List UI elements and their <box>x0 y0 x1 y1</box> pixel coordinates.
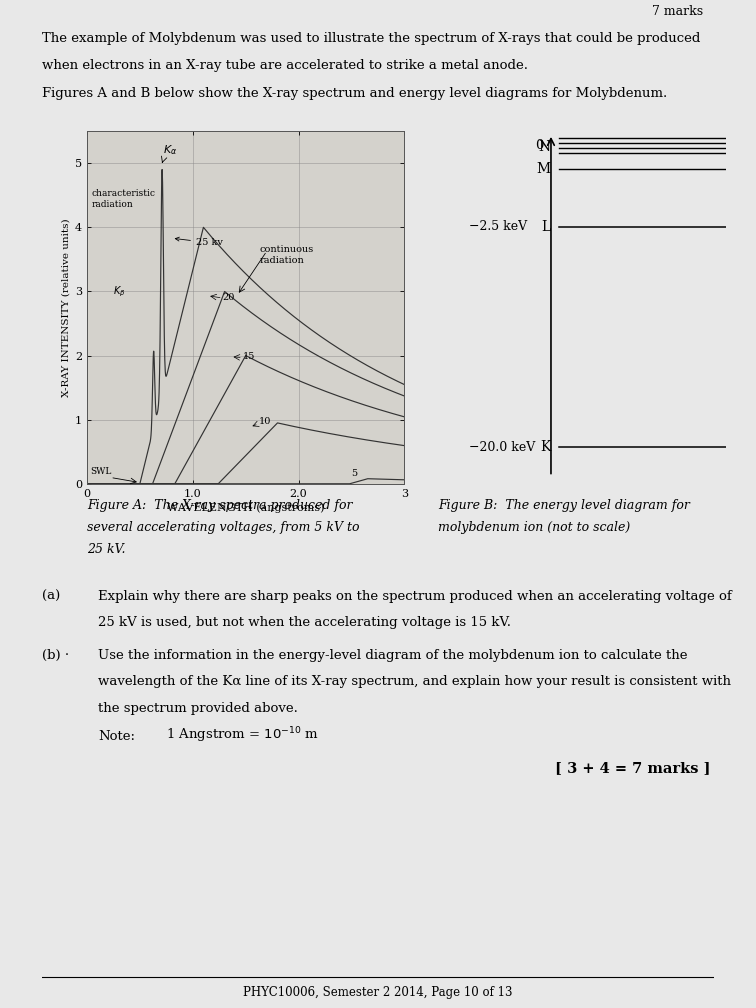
Text: the spectrum provided above.: the spectrum provided above. <box>98 702 298 715</box>
Text: Use the information in the energy-level diagram of the molybdenum ion to calcula: Use the information in the energy-level … <box>98 649 688 662</box>
Text: L: L <box>542 220 551 234</box>
Text: [ 3 + 4 = 7 marks ]: [ 3 + 4 = 7 marks ] <box>555 761 711 775</box>
Text: K: K <box>541 440 551 454</box>
Text: −20.0 keV: −20.0 keV <box>469 440 535 454</box>
Text: M: M <box>537 162 551 176</box>
Text: The example of Molybdenum was used to illustrate the spectrum of X-rays that cou: The example of Molybdenum was used to il… <box>42 32 700 45</box>
Text: Explain why there are sharp peaks on the spectrum produced when an accelerating : Explain why there are sharp peaks on the… <box>98 590 732 603</box>
Text: SWL: SWL <box>90 467 111 476</box>
Text: Note:: Note: <box>98 730 135 743</box>
Text: 10: 10 <box>259 417 271 426</box>
Text: 5: 5 <box>352 469 358 478</box>
Text: continuous
radiation: continuous radiation <box>259 245 314 265</box>
Text: Figure A:  The X-ray spectra produced for: Figure A: The X-ray spectra produced for <box>87 499 352 512</box>
Text: 0: 0 <box>535 139 544 152</box>
Text: −2.5 keV: −2.5 keV <box>469 220 527 233</box>
Y-axis label: X-RAY INTENSITY (relative units): X-RAY INTENSITY (relative units) <box>62 218 71 397</box>
Text: (b) ·: (b) · <box>42 649 69 662</box>
Text: $K_\beta$: $K_\beta$ <box>113 284 126 298</box>
Text: N: N <box>539 140 551 154</box>
Text: 20: 20 <box>222 292 235 301</box>
Text: characteristic
radiation: characteristic radiation <box>91 188 155 209</box>
Text: $K_\alpha$: $K_\alpha$ <box>163 143 178 156</box>
Text: molybdenum ion (not to scale): molybdenum ion (not to scale) <box>438 521 631 534</box>
Text: 25 kV is used, but not when the accelerating voltage is 15 kV.: 25 kV is used, but not when the accelera… <box>98 616 511 629</box>
Text: wavelength of the Kα line of its X-ray spectrum, and explain how your result is : wavelength of the Kα line of its X-ray s… <box>98 675 731 688</box>
Text: PHYC10006, Semester 2 2014, Page 10 of 13: PHYC10006, Semester 2 2014, Page 10 of 1… <box>243 986 513 999</box>
Text: 1 Angstrom = $10^{-10}$ m: 1 Angstrom = $10^{-10}$ m <box>166 726 319 745</box>
Text: 15: 15 <box>243 353 255 362</box>
Text: 25 kV.: 25 kV. <box>87 543 125 556</box>
Text: several accelerating voltages, from 5 kV to: several accelerating voltages, from 5 kV… <box>87 521 359 534</box>
X-axis label: WAVELENGTH (angstroms): WAVELENGTH (angstroms) <box>167 503 324 513</box>
Text: 7 marks: 7 marks <box>652 5 703 18</box>
Text: 25 kv: 25 kv <box>175 237 223 247</box>
Text: (a): (a) <box>42 590 60 603</box>
Text: Figure B:  The energy level diagram for: Figure B: The energy level diagram for <box>438 499 690 512</box>
Text: when electrons in an X-ray tube are accelerated to strike a metal anode.: when electrons in an X-ray tube are acce… <box>42 59 528 73</box>
Text: Figures A and B below show the X-ray spectrum and energy level diagrams for Moly: Figures A and B below show the X-ray spe… <box>42 87 667 100</box>
